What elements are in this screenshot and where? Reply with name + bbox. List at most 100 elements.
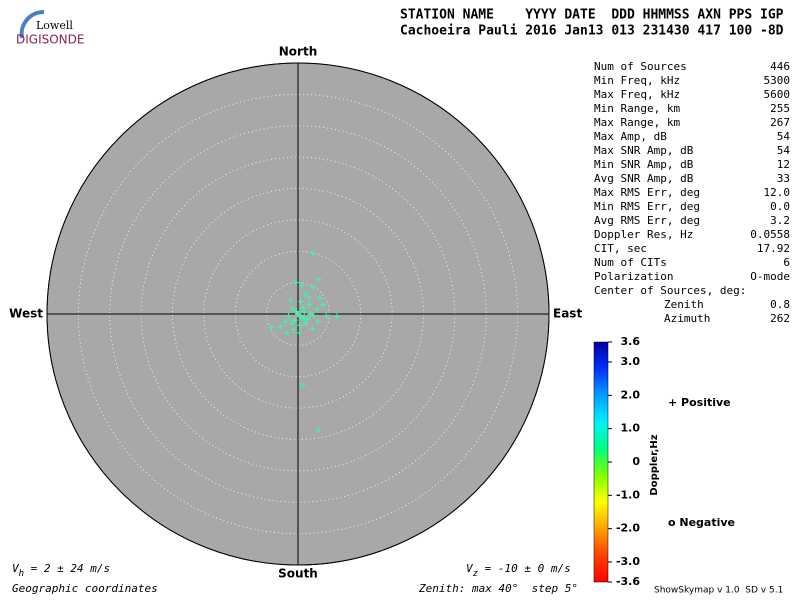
stat-label: Max RMS Err, deg — [594, 186, 700, 199]
vz-text: Vz = -10 ± 0 m/s — [466, 562, 571, 579]
source-point — [320, 301, 327, 308]
source-point — [302, 290, 309, 297]
colorbar-tick-label: 1.0 — [621, 422, 641, 435]
stat-label: Max Amp, dB — [594, 130, 667, 143]
source-point — [298, 314, 305, 321]
stat-label: Max Freq, kHz — [594, 88, 680, 101]
source-point — [300, 314, 307, 321]
source-point — [300, 304, 307, 311]
source-point — [282, 318, 289, 325]
stat-value: O-mode — [750, 270, 790, 283]
colorbar-tick-label: 3.6 — [621, 335, 641, 348]
center-label: Azimuth — [664, 312, 710, 325]
header-labels: STATION NAME YYYY DATE DDD HHMMSS AXN PP… — [400, 8, 784, 23]
version: ShowSkymap v 1.0 SD v 5.1 — [654, 586, 783, 596]
source-point — [288, 320, 295, 327]
source-point — [333, 313, 340, 320]
colorbar — [593, 341, 609, 583]
vh-symbol: V — [12, 562, 20, 575]
source-point — [293, 308, 300, 315]
stat-label: Max Range, km — [594, 116, 680, 129]
source-point — [306, 294, 313, 301]
source-point — [301, 309, 308, 316]
source-point — [287, 297, 294, 304]
north-label: North — [279, 45, 317, 59]
stat-value: 54 — [777, 130, 791, 143]
source-point — [285, 312, 292, 319]
stat-label: Min Range, km — [594, 102, 680, 115]
stat-value: 12 — [777, 158, 790, 171]
vh-text: Vh = 2 ± 24 m/s — [12, 562, 110, 579]
stat-label: Min Freq, kHz — [594, 74, 680, 87]
legend-negative: o Negative — [668, 516, 735, 529]
source-point — [313, 305, 320, 312]
stat-label: Min RMS Err, deg — [594, 200, 700, 213]
source-point — [298, 298, 305, 305]
source-point — [310, 312, 317, 319]
stat-value: 0.0558 — [750, 228, 790, 241]
stat-value: 267 — [770, 116, 790, 129]
stat-label: Polarization — [594, 270, 673, 283]
stat-label: Avg RMS Err, deg — [594, 214, 700, 227]
colorbar-tick-label: 0 — [632, 455, 640, 468]
source-point — [315, 276, 322, 283]
source-point — [315, 427, 322, 434]
colorbar-tick-label: -1.0 — [616, 488, 640, 501]
logo-arc — [19, 9, 45, 39]
colorbar-tick-label: -3.6 — [616, 575, 640, 588]
colorbar-tick-label: 2.0 — [621, 388, 641, 401]
source-point — [302, 320, 309, 327]
stat-label: Num of Sources — [594, 60, 687, 73]
stat-value: 3.2 — [770, 214, 790, 227]
colorbar-tick-label: -3.0 — [616, 555, 640, 568]
source-point — [283, 329, 290, 336]
stat-label: Max SNR Amp, dB — [594, 144, 694, 157]
colorbar-label: Doppler,Hz — [649, 434, 660, 495]
stat-label: Doppler Res, Hz — [594, 228, 693, 241]
source-point — [296, 322, 303, 329]
source-point — [300, 381, 307, 388]
stat-value: 54 — [777, 144, 791, 157]
coords: Geographic coordinates — [12, 582, 158, 595]
logo-top: Lowell — [36, 19, 73, 32]
stat-value: 446 — [770, 60, 790, 73]
vz-value: = -10 ± 0 m/s — [478, 562, 571, 575]
source-point — [306, 301, 313, 308]
east-label: East — [553, 307, 582, 321]
stat-value: 33 — [777, 172, 790, 185]
legend-positive: + Positive — [668, 396, 731, 409]
header-values: Cachoeira Pauli 2016 Jan13 013 231430 41… — [400, 24, 784, 39]
stat-value: 255 — [770, 102, 790, 115]
stat-value: 12.0 — [764, 186, 791, 199]
source-point — [296, 329, 303, 336]
source-point — [298, 282, 305, 289]
vz-sub: z — [473, 569, 478, 579]
stat-label: Num of CITs — [594, 256, 667, 269]
source-point — [289, 305, 296, 312]
center-value: 262 — [770, 312, 790, 325]
vz-symbol: V — [466, 562, 474, 575]
source-point — [290, 326, 297, 333]
source-point — [310, 284, 317, 291]
stat-value: 0.0 — [770, 200, 790, 213]
center-value: 0.8 — [770, 298, 790, 311]
west-label: West — [9, 307, 43, 321]
stat-label: Min SNR Amp, dB — [594, 158, 694, 171]
stat-label: CIT, sec — [594, 242, 647, 255]
source-point — [307, 311, 314, 317]
stat-label: Avg SNR Amp, dB — [594, 172, 694, 185]
source-point — [268, 324, 275, 331]
source-point — [304, 316, 311, 323]
source-point — [309, 325, 316, 332]
source-point — [291, 317, 298, 324]
source-point — [293, 279, 300, 286]
logo-bottom: DIGISONDE — [16, 33, 84, 47]
source-point — [323, 312, 330, 319]
stat-value: 5600 — [764, 88, 791, 101]
south-label: South — [278, 567, 318, 581]
source-point — [310, 250, 317, 257]
vh-value: = 2 ± 24 m/s — [24, 562, 110, 575]
center-title: Center of Sources, deg: — [594, 284, 746, 297]
center-label: Zenith — [664, 298, 704, 311]
